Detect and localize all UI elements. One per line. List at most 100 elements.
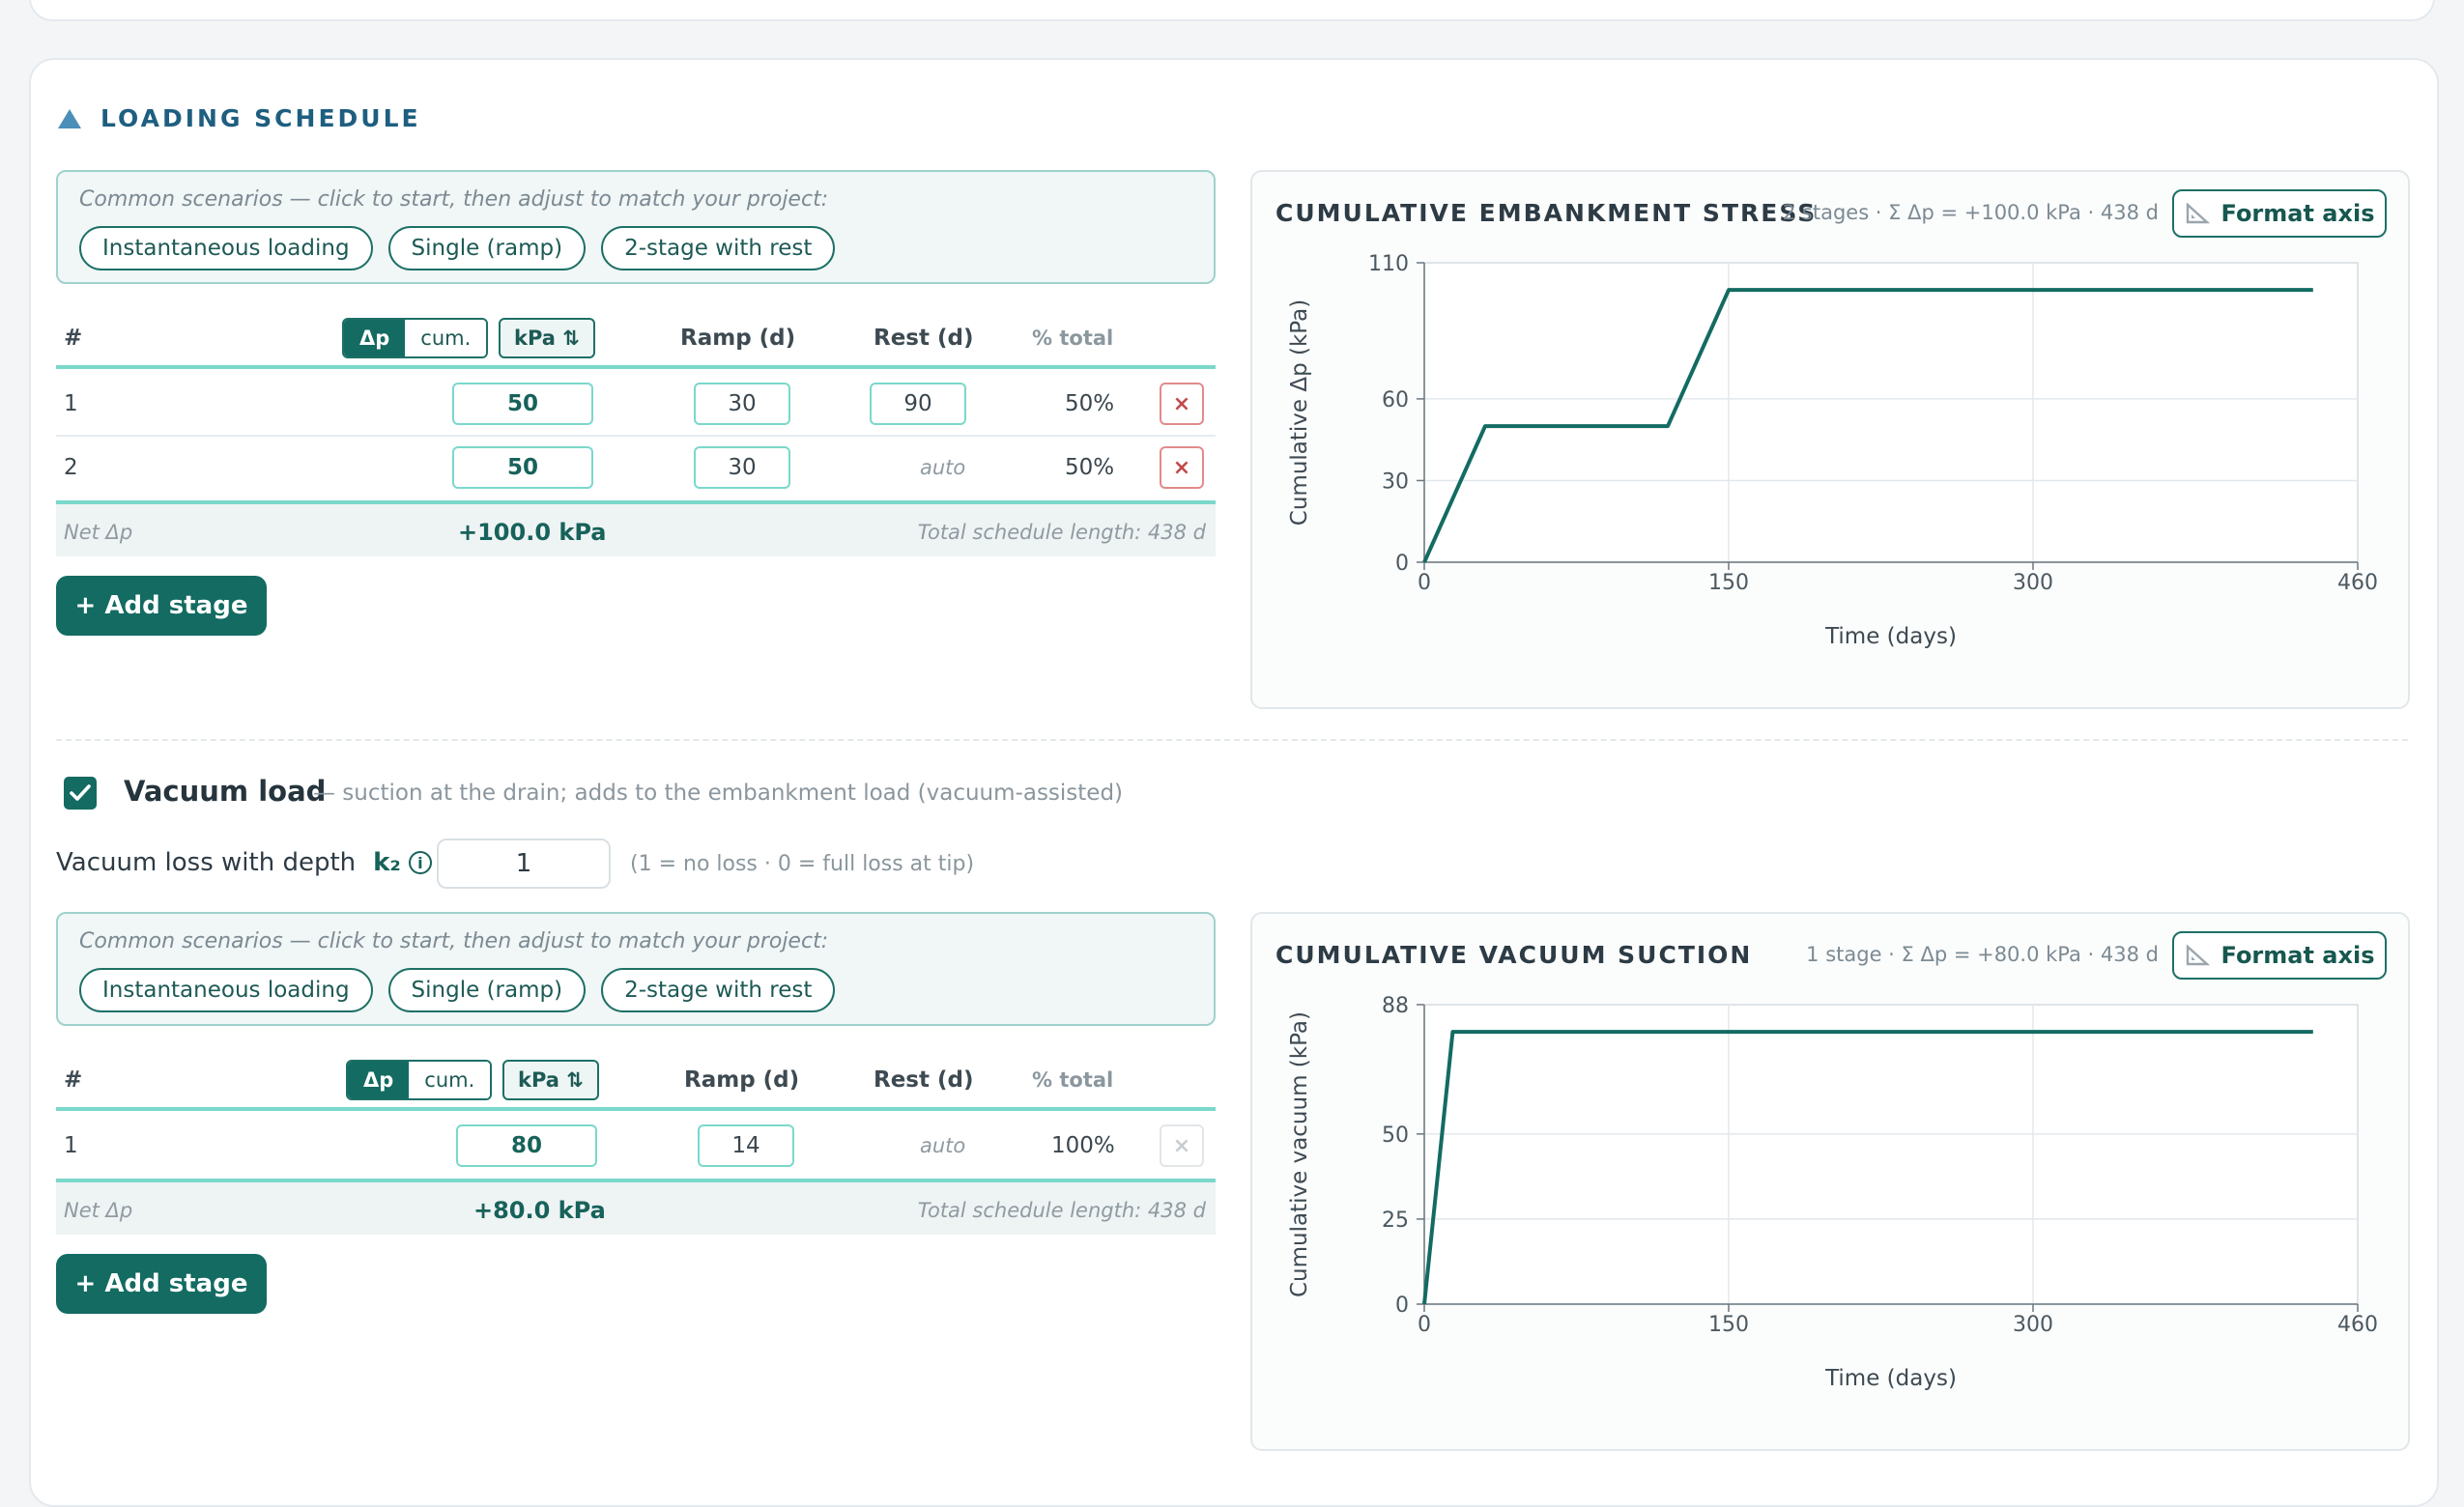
remove-stage-button[interactable]: × [1160,446,1204,489]
vacuum-table-footer: Net Δp +80.0 kPa Total schedule length: … [56,1179,1216,1235]
x-tick-label: 300 [2013,571,2053,595]
embankment-chart-card: CUMULATIVE EMBANKMENT STRESS 2 stages · … [1250,170,2410,709]
row-num: 2 [64,455,78,480]
x-axis-label: Time (days) [1824,624,1957,649]
dp-input[interactable]: 50 [452,446,593,489]
rest-auto: auto [920,456,966,479]
scenario-single-ramp-button[interactable]: Single (ramp) [387,968,587,1012]
add-stage-button[interactable]: + Add stage [56,1254,267,1314]
chart-title: CUMULATIVE VACUUM SUCTION [1275,941,1753,969]
vacuum-loss-label: Vacuum loss with depth k₂ i [56,848,432,877]
col-pct: % total [1032,327,1114,350]
plot-area [1423,1004,2359,1305]
info-icon[interactable]: i [408,851,432,874]
remove-stage-button[interactable]: × [1160,1124,1204,1167]
net-dp-value: +80.0 kPa [473,1197,606,1224]
chart-subtitle: 2 stages · Σ Δp = +100.0 kPa · 438 d [1782,201,2159,224]
embankment-table-footer: Net Δp +100.0 kPa Total schedule length:… [56,500,1216,556]
rest-auto: auto [920,1134,966,1157]
dp-mode-delta[interactable]: Δp [344,320,406,356]
scenario-single-ramp-button[interactable]: Single (ramp) [387,226,587,270]
y-axis-label: Cumulative Δp (kPa) [1287,299,1312,526]
scenario-two-stage-button[interactable]: 2-stage with rest [601,968,836,1012]
x-tick-label: 150 [1708,571,1749,595]
col-num: # [64,326,83,351]
col-rest: Rest (d) [874,1067,974,1093]
total-length: Total schedule length: 438 d [917,1199,1206,1222]
x-tick-label: 150 [1708,1313,1749,1337]
x-tick-label: 300 [2013,1313,2053,1337]
dp-mode-delta[interactable]: Δp [348,1062,410,1098]
y-tick-label: 0 [1395,1294,1409,1318]
dp-mode-cum[interactable]: cum. [409,1062,491,1098]
table-row: 1 50 30 90 50% × [56,373,1216,437]
vacuum-table-header: # Δp cum. kPa ⇅ Ramp (d) Rest (d) % tota… [56,1053,1216,1111]
y-tick-label: 25 [1382,1208,1409,1233]
x-tick-label: 460 [2337,571,2378,595]
y-tick-label: 0 [1395,552,1409,576]
row-pct: 50% [1065,391,1115,416]
y-axis-label: Cumulative vacuum (kPa) [1287,1011,1312,1297]
y-tick-label: 50 [1382,1123,1409,1148]
table-row: 1 80 14 auto 100% × [56,1115,1216,1179]
x-axis-label: Time (days) [1824,1366,1957,1391]
ruler-triangle-icon [2186,945,2210,966]
col-pct: % total [1032,1068,1114,1092]
net-dp-value: +100.0 kPa [458,519,607,546]
format-axis-button[interactable]: Format axis [2172,189,2387,238]
x-tick-label: 0 [1418,571,1431,595]
vacuum-chart-card: CUMULATIVE VACUUM SUCTION 1 stage · Σ Δp… [1250,912,2410,1451]
close-icon: × [1172,455,1191,480]
col-num: # [64,1067,83,1093]
scenario-two-stage-button[interactable]: 2-stage with rest [601,226,836,270]
checkmark-icon [70,784,91,801]
total-length: Total schedule length: 438 d [917,521,1206,544]
col-rest: Rest (d) [874,326,974,351]
y-tick-label: 60 [1382,388,1409,412]
previous-card [29,0,2435,21]
embankment-table-header: # Δp cum. kPa ⇅ Ramp (d) Rest (d) % tota… [56,311,1216,369]
unit-toggle-button[interactable]: kPa ⇅ [502,1060,599,1100]
col-ramp: Ramp (d) [684,1067,800,1093]
dp-mode-toggle[interactable]: Δp cum. [342,311,489,365]
format-axis-button[interactable]: Format axis [2172,931,2387,980]
section-title: LOADING SCHEDULE [100,104,421,132]
dp-input[interactable]: 80 [456,1124,597,1167]
vacuum-loss-input[interactable]: 1 [437,839,611,889]
net-dp-label: Net Δp [64,1199,133,1222]
vacuum-loss-hint: (1 = no loss · 0 = full loss at tip) [630,852,975,876]
dp-mode-cum[interactable]: cum. [405,320,487,356]
section-header[interactable]: LOADING SCHEDULE [58,104,421,132]
rest-input[interactable]: 90 [870,383,966,425]
series-line [1422,288,2313,563]
close-icon: × [1172,391,1191,416]
dp-input[interactable]: 50 [452,383,593,425]
vacuum-load-label: Vacuum load [124,775,327,808]
ramp-input[interactable]: 14 [698,1124,794,1167]
k2-symbol: k₂ [373,848,401,877]
close-icon: × [1172,1133,1191,1158]
remove-stage-button[interactable]: × [1160,383,1204,425]
ramp-input[interactable]: 30 [694,446,790,489]
unit-toggle-button[interactable]: kPa ⇅ [499,318,595,358]
scenarios-label: Common scenarios — click to start, then … [79,187,829,212]
scenario-instantaneous-button[interactable]: Instantaneous loading [79,968,373,1012]
ramp-input[interactable]: 30 [694,383,790,425]
y-tick-label: 30 [1382,469,1409,494]
net-dp-label: Net Δp [64,521,133,544]
y-tick-label: 110 [1368,252,1409,276]
collapse-triangle-icon[interactable] [58,108,81,128]
vacuum-scenarios-box: Common scenarios — click to start, then … [56,912,1216,1026]
scenarios-label: Common scenarios — click to start, then … [79,929,829,953]
section-divider [56,739,2408,741]
col-ramp: Ramp (d) [680,326,796,351]
row-num: 1 [64,1133,78,1158]
embankment-stress-chart: 0 150 300 460 0 30 60 110 Time (days) Cumulative … [1287,252,2378,649]
vacuum-checkbox[interactable] [64,777,97,810]
format-axis-label: Format axis [2220,942,2375,969]
row-pct: 50% [1065,455,1115,480]
vacuum-loss-text: Vacuum loss with depth [56,848,357,877]
scenario-instantaneous-button[interactable]: Instantaneous loading [79,226,373,270]
add-stage-button[interactable]: + Add stage [56,576,267,636]
dp-mode-toggle[interactable]: Δp cum. [346,1053,493,1107]
